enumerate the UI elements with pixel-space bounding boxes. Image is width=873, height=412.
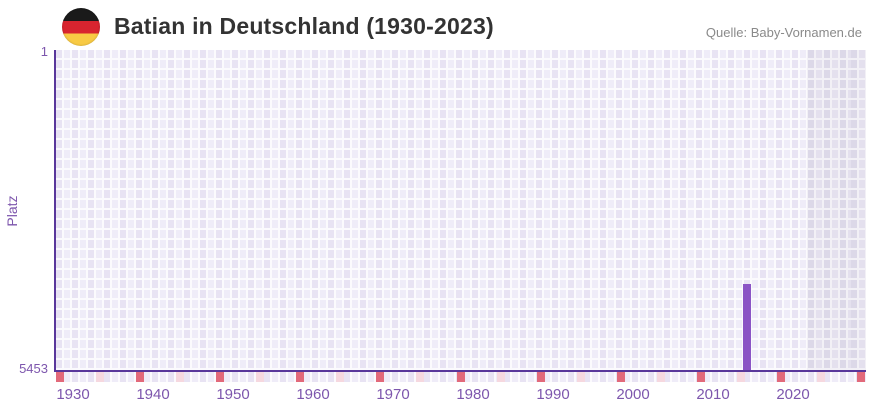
decade-tick-mark: [296, 372, 304, 382]
x-axis-label-2000: 2000: [616, 386, 650, 403]
halfdecade-tick-mark: [336, 372, 344, 382]
halfdecade-tick-mark: [817, 372, 825, 382]
x-axis-tick-strip: [56, 372, 866, 382]
decade-tick-mark: [777, 372, 785, 382]
halfdecade-tick-mark: [657, 372, 665, 382]
halfdecade-tick-mark: [737, 372, 745, 382]
y-axis-title: Platz: [4, 195, 20, 227]
decade-tick-mark: [857, 372, 865, 382]
german-flag-icon: [62, 8, 100, 46]
x-axis-label-1960: 1960: [296, 386, 330, 403]
bar-2014[interactable]: [743, 284, 751, 370]
x-axis-label-1970: 1970: [376, 386, 410, 403]
decade-tick-mark: [617, 372, 625, 382]
plot-area: [54, 50, 866, 372]
chart-title: Batian in Deutschland (1930-2023): [114, 13, 494, 39]
decade-tick-mark: [697, 372, 705, 382]
decade-tick-mark: [136, 372, 144, 382]
halfdecade-tick-mark: [256, 372, 264, 382]
x-axis-label-1980: 1980: [456, 386, 490, 403]
decade-tick-mark: [216, 372, 224, 382]
halfdecade-tick-mark: [416, 372, 424, 382]
decade-tick-mark: [457, 372, 465, 382]
halfdecade-tick-mark: [96, 372, 104, 382]
x-axis-label-2010: 2010: [696, 386, 730, 403]
decade-tick-mark: [56, 372, 64, 382]
halfdecade-tick-mark: [577, 372, 585, 382]
decade-tick-mark: [376, 372, 384, 382]
x-axis-label-2020: 2020: [776, 386, 810, 403]
recent-years-shading: [807, 50, 866, 370]
x-axis-label-1930: 1930: [56, 386, 90, 403]
halfdecade-tick-mark: [497, 372, 505, 382]
x-axis-label-1940: 1940: [136, 386, 170, 403]
source-credit: Quelle: Baby-Vornamen.de: [705, 25, 862, 40]
x-axis-label-1990: 1990: [536, 386, 570, 403]
x-axis-labels: 1930 1940 1950 1960 1970 1980 1990 2000 2010 2020: [56, 386, 866, 404]
decade-tick-mark: [537, 372, 545, 382]
x-axis-label-1950: 1950: [216, 386, 250, 403]
y-axis-tick-top: 1: [40, 44, 48, 59]
halfdecade-tick-mark: [176, 372, 184, 382]
y-axis-tick-bottom: 5453: [19, 361, 48, 376]
